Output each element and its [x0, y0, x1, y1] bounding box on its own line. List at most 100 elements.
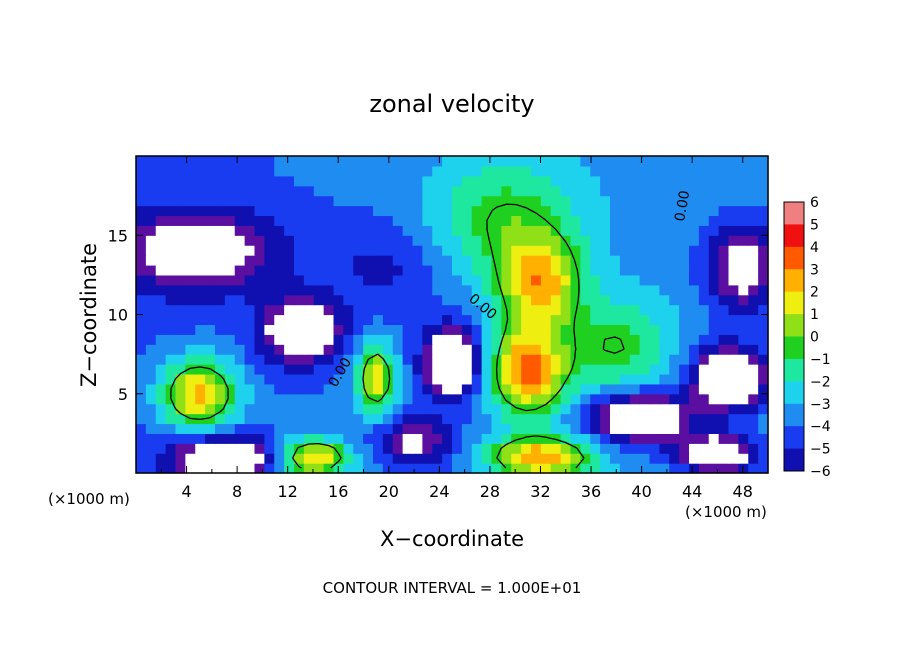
heatmap-cell — [669, 443, 680, 454]
heatmap-cell — [136, 393, 147, 405]
heatmap-cell — [412, 304, 423, 316]
heatmap-cell — [570, 235, 581, 246]
heatmap-cell — [738, 334, 749, 345]
heatmap-cell — [540, 235, 552, 246]
heatmap-cell — [748, 334, 759, 345]
heatmap-cell — [373, 403, 384, 415]
heatmap-cell — [501, 314, 512, 326]
heatmap-cell — [145, 165, 157, 177]
heatmap-cell — [689, 463, 700, 474]
heatmap-cell — [215, 324, 226, 335]
heatmap-cell — [303, 304, 315, 316]
heatmap-cell — [659, 215, 670, 226]
heatmap-cell — [560, 284, 572, 296]
heatmap-cell — [343, 373, 354, 385]
heatmap-cell — [471, 264, 483, 276]
heatmap-cell — [590, 245, 601, 256]
heatmap-cell — [303, 423, 315, 434]
heatmap-cell — [442, 185, 453, 197]
heatmap-cell — [323, 294, 335, 306]
heatmap-cell — [244, 453, 256, 464]
heatmap-cell — [560, 185, 572, 197]
heatmap-cell — [501, 334, 512, 345]
colorbar-frame — [783, 201, 805, 472]
heatmap-cell — [550, 304, 562, 316]
heatmap-cell — [521, 215, 532, 226]
heatmap-cell — [531, 294, 542, 306]
heatmap-cell — [313, 304, 325, 316]
heatmap-cell — [758, 304, 769, 316]
heatmap-cell — [718, 453, 730, 464]
heatmap-cell — [234, 443, 246, 454]
heatmap-cell — [689, 264, 700, 276]
heatmap-cell — [303, 364, 315, 375]
heatmap-cell — [679, 393, 690, 405]
heatmap-cell — [708, 294, 720, 306]
heatmap-cell — [402, 156, 414, 167]
heatmap-cell — [333, 344, 344, 355]
heatmap-cell — [718, 156, 730, 167]
heatmap-cell — [303, 175, 315, 187]
heatmap-cell — [501, 205, 512, 217]
heatmap-cell — [343, 215, 354, 226]
heatmap-cell — [422, 245, 433, 256]
heatmap-cell — [600, 373, 611, 385]
heatmap-cell — [452, 225, 463, 236]
heatmap-cell — [452, 156, 463, 167]
heatmap-cell — [323, 314, 335, 326]
heatmap-cell — [205, 463, 216, 474]
heatmap-cell — [274, 175, 285, 187]
heatmap-cell — [511, 383, 522, 395]
heatmap-cell — [452, 284, 463, 296]
heatmap-cell — [659, 195, 670, 207]
colorbar-swatch — [784, 246, 804, 270]
colorbar-swatch — [784, 202, 804, 225]
heatmap-cell — [215, 453, 226, 464]
heatmap-cell — [165, 225, 177, 236]
heatmap-cell — [145, 284, 157, 296]
heatmap-cell — [353, 453, 364, 464]
heatmap-cell — [185, 185, 196, 197]
heatmap-cell — [580, 364, 591, 375]
heatmap-cell — [254, 245, 265, 256]
heatmap-cell — [205, 393, 216, 405]
heatmap-cell — [689, 304, 700, 316]
heatmap-cell — [560, 294, 572, 306]
heatmap-cell — [224, 433, 236, 444]
heatmap-cell — [303, 274, 315, 286]
heatmap-cell — [333, 443, 344, 454]
heatmap-cell — [758, 195, 769, 207]
heatmap-cell — [689, 423, 700, 434]
heatmap-cell — [294, 443, 305, 454]
heatmap-cell — [205, 423, 216, 434]
colorbar-tick-label: −6 — [810, 464, 831, 480]
heatmap-cell — [205, 255, 216, 266]
heatmap-cell — [540, 304, 552, 316]
heatmap-cell — [422, 264, 433, 276]
heatmap-cell — [136, 225, 147, 236]
heatmap-cell — [432, 225, 443, 236]
heatmap-cell — [155, 403, 167, 415]
heatmap-cell — [155, 423, 167, 434]
heatmap-cell — [452, 205, 463, 217]
heatmap-cell — [373, 156, 384, 167]
heatmap-cell — [165, 344, 177, 355]
heatmap-cell — [402, 294, 414, 306]
heatmap-cell — [649, 156, 660, 167]
heatmap-cell — [501, 453, 512, 464]
heatmap-cell — [185, 215, 196, 226]
heatmap-cell — [501, 324, 512, 335]
heatmap-cell — [521, 393, 532, 405]
heatmap-cell — [254, 344, 265, 355]
heatmap-cell — [669, 423, 680, 434]
heatmap-cell — [708, 225, 720, 236]
heatmap-cell — [294, 364, 305, 375]
heatmap-cell — [195, 364, 206, 375]
heatmap-cell — [353, 373, 364, 385]
heatmap-cell — [718, 235, 730, 246]
heatmap-cell — [155, 314, 167, 326]
heatmap-cell — [540, 433, 552, 444]
heatmap-cell — [382, 304, 394, 316]
heatmap-cell — [452, 304, 463, 316]
heatmap-cell — [540, 205, 552, 217]
